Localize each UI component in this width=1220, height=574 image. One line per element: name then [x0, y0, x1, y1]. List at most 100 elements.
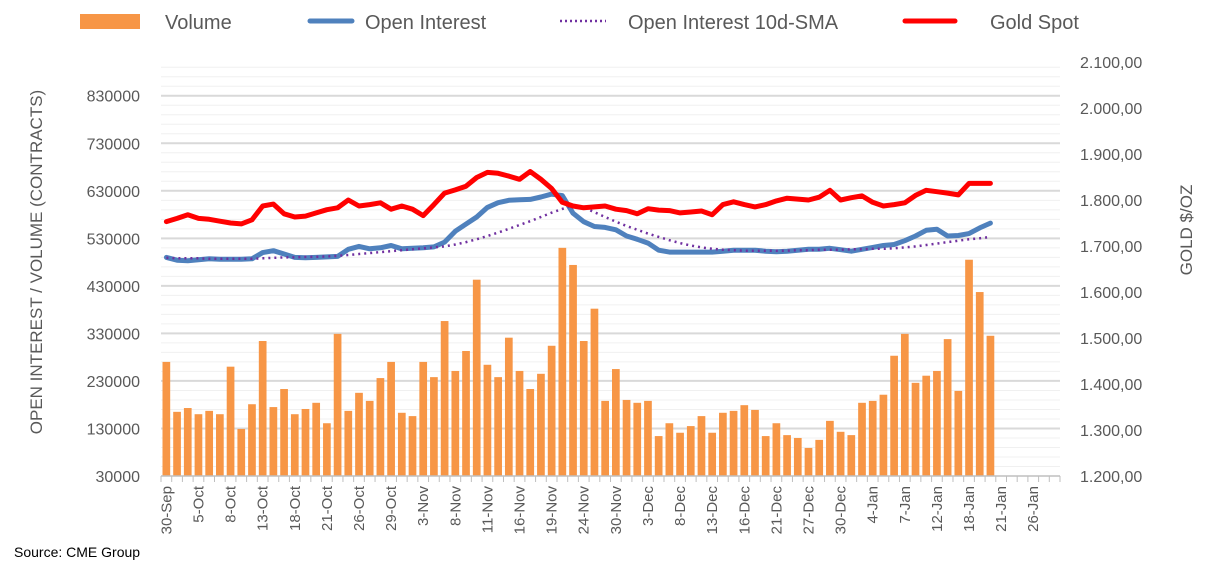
volume-bar: [301, 408, 310, 476]
volume-bar: [387, 361, 395, 476]
volume-bar: [569, 264, 577, 476]
volume-bar: [494, 377, 502, 476]
volume-bar: [890, 355, 898, 476]
volume-bar: [943, 339, 952, 476]
volume-bar: [355, 392, 363, 476]
volume-bar: [965, 259, 973, 476]
volume-bar: [697, 416, 706, 476]
x-tick-label: 21-Oct: [319, 485, 336, 531]
volume-bar: [440, 321, 449, 476]
y-left-tick-label: 230000: [87, 374, 140, 391]
volume-bar: [419, 361, 428, 476]
legend-label-open-interest: Open Interest: [365, 12, 487, 34]
volume-bar: [665, 423, 674, 476]
legend-label-sma: Open Interest 10d-SMA: [628, 12, 839, 34]
volume-bar: [815, 439, 824, 476]
volume-bar: [708, 432, 717, 476]
volume-bar: [344, 410, 353, 476]
x-tick-label: 3-Nov: [415, 486, 432, 527]
volume-bar: [922, 375, 931, 476]
y-right-tick-label: 1.700,00: [1080, 239, 1142, 256]
x-tick-label: 13-Dec: [704, 486, 721, 535]
axes: 830000 730000 630000 530000 430000 330000 2300…: [87, 55, 1143, 534]
y-left-tick-label: 630000: [87, 184, 140, 201]
volume-bar: [280, 389, 288, 476]
volume-bar: [590, 308, 599, 476]
y-right-tick-label: 1.600,00: [1080, 285, 1142, 302]
volume-bar: [194, 414, 203, 476]
x-tick-label: 30-Sep: [158, 486, 175, 534]
volume-bar: [451, 370, 460, 476]
volume-bar: [483, 364, 492, 476]
volume-bar: [933, 370, 941, 476]
x-tick-label: 18-Jan: [961, 486, 978, 532]
y-left-tick-label: 130000: [87, 421, 140, 438]
x-tick-label: 11-Nov: [479, 486, 496, 534]
x-tick-label: 5-Oct: [190, 485, 207, 523]
volume-bar: [740, 405, 749, 476]
volume-bar: [879, 394, 888, 476]
y-left-tick-label: 430000: [87, 279, 140, 296]
volume-bar: [986, 335, 995, 476]
x-tick-label: 13-Oct: [255, 485, 272, 531]
volume-bar: [954, 390, 963, 476]
volume-bar: [751, 409, 759, 476]
y-right-tick-label: 1.800,00: [1080, 193, 1142, 210]
volume-bar: [472, 279, 481, 476]
volume-bar: [162, 361, 171, 476]
volume-bar: [826, 420, 834, 476]
volume-bar: [515, 370, 524, 476]
volume-bar: [323, 423, 331, 476]
y-left-tick-label: 730000: [87, 136, 140, 153]
gold-spot-line: [163, 169, 993, 227]
volume-bar: [772, 423, 781, 476]
y-left-tick-label: 30000: [96, 469, 141, 486]
x-tick-label: 8-Oct: [223, 485, 240, 523]
volume-bar: [173, 411, 181, 476]
y-right-tick-label: 1.300,00: [1080, 423, 1142, 440]
x-tick-label: 16-Nov: [512, 486, 529, 535]
volume-bar: [408, 416, 417, 476]
x-tick-label: 24-Nov: [576, 486, 593, 535]
x-tick-label: 21-Jan: [993, 486, 1010, 532]
x-tick-label: 26-Oct: [351, 485, 368, 531]
x-tick-label: 16-Dec: [736, 486, 753, 535]
volume-bar: [290, 414, 299, 476]
y-right-tick-label: 1.900,00: [1080, 147, 1142, 164]
volume-bar: [430, 377, 438, 476]
y-left-tick-label: 830000: [87, 89, 140, 106]
volume-bar: [900, 333, 909, 476]
x-tick-label: 8-Nov: [447, 486, 464, 527]
y-axis-right-title: GOLD $/OZ: [1177, 185, 1196, 276]
x-tick-label: 12-Jan: [929, 486, 946, 532]
y-left-tick-label: 530000: [87, 231, 140, 248]
x-tick-label: 18-Oct: [287, 485, 304, 531]
volume-bar: [975, 292, 984, 476]
x-tick-label: 7-Jan: [897, 486, 914, 524]
legend-label-volume: Volume: [165, 12, 232, 34]
x-tick-label: 30-Nov: [608, 486, 625, 535]
volume-bar: [183, 408, 192, 476]
y-left-tick-label: 330000: [87, 326, 140, 343]
volume-bar: [601, 400, 609, 476]
volume-bar: [579, 341, 588, 476]
volume-bar: [633, 402, 642, 476]
volume-bar: [783, 435, 791, 476]
x-tick-label: 27-Dec: [800, 486, 817, 535]
volume-bar: [526, 389, 535, 476]
volume-bar: [676, 432, 684, 476]
volume-bar: [847, 435, 856, 476]
volume-bar: [312, 402, 321, 476]
x-tick-label: 8-Dec: [672, 486, 689, 527]
y-right-tick-label: 2.000,00: [1080, 101, 1142, 118]
x-tick-label: 30-Dec: [833, 486, 850, 535]
y-axis-left-title: OPEN INTEREST / VOLUME (CONTRACTS): [27, 90, 46, 434]
legend-label-gold-spot: Gold Spot: [990, 12, 1079, 34]
volume-bar: [462, 350, 470, 476]
volume-bars: [162, 247, 995, 476]
volume-bar: [537, 373, 545, 476]
source-note: Source: CME Group: [14, 544, 141, 560]
open-interest-line: [163, 191, 993, 264]
volume-bar: [729, 410, 738, 476]
y-right-tick-label: 1.200,00: [1080, 469, 1142, 486]
